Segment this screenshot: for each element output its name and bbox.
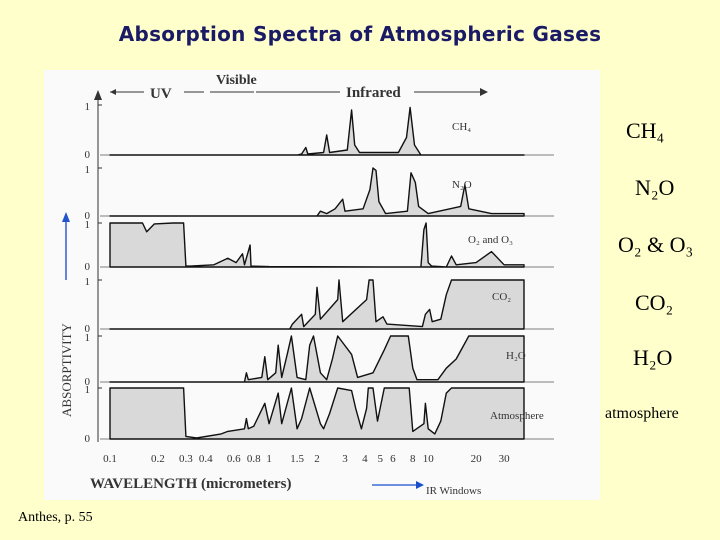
x-tick-label: 5 <box>378 453 384 465</box>
absorption-series-2 <box>109 222 525 268</box>
gas-legend-label: O₂ & O₃ <box>618 232 694 257</box>
y-tick-label: 0 <box>85 433 91 445</box>
absorption-series-0 <box>109 106 525 156</box>
gas-legend-label: CO₂ <box>635 290 674 315</box>
y-tick-label: 1 <box>85 332 91 344</box>
gas-legend-label: H₂O <box>633 345 673 370</box>
y-tick-label: 1 <box>85 219 91 231</box>
absorption-series-3 <box>109 279 525 330</box>
x-tick-label: 30 <box>499 453 511 465</box>
panel-label: H₂O <box>506 350 526 362</box>
y-tick-label: 1 <box>85 164 91 176</box>
y-tick-label: 1 <box>85 384 91 396</box>
absorption-series-5 <box>109 387 525 440</box>
x-tick-label: 3 <box>342 453 348 465</box>
blue-arrow-head <box>62 212 70 222</box>
x-tick-label: 0.1 <box>103 453 117 465</box>
y-tick-label: 0 <box>85 323 91 335</box>
x-axis-label: WAVELENGTH (micrometers) <box>90 476 292 492</box>
x-tick-label: 10 <box>423 453 435 465</box>
gas-legend-label: atmosphere <box>605 405 679 422</box>
x-tick-label: 0.2 <box>151 453 165 465</box>
page-title: Absorption Spectra of Atmospheric Gases <box>118 22 602 46</box>
x-tick-label: 0.3 <box>179 453 193 465</box>
absorption-series-4 <box>109 335 525 383</box>
ir-windows-annotation: IR Windows <box>426 485 481 497</box>
uv-arrow-head <box>110 89 116 95</box>
absorption-series-1 <box>109 167 525 217</box>
y-tick-label: 0 <box>85 261 91 273</box>
source-credit: Anthes, p. 55 <box>18 510 93 525</box>
y-tick-label: 0 <box>85 149 91 161</box>
y-tick-label: 1 <box>85 101 91 113</box>
panel-label: N₂O <box>452 179 472 191</box>
absorption-chart: ABSORPTIVITY 1 0 1 0 1 0 1 0 1 0 1 0 CH₄ N₂O O₂ and O₃ C… <box>44 70 600 500</box>
y-tick-label: 0 <box>85 210 91 222</box>
y-axis-arrow <box>94 90 102 100</box>
x-tick-label: 2 <box>314 453 320 465</box>
gas-legend-label: CH₄ <box>626 118 665 143</box>
x-tick-label: 1.5 <box>290 453 304 465</box>
ir-windows-arrow-head <box>416 481 424 489</box>
panel-label: O₂ and O₃ <box>468 234 513 246</box>
x-tick-label: 8 <box>410 453 416 465</box>
x-tick-label: 20 <box>471 453 483 465</box>
region-label-visible: Visible <box>216 73 257 88</box>
x-tick-label: 4 <box>362 453 368 465</box>
infrared-arrow-head <box>480 88 488 96</box>
x-tick-label: 1 <box>266 453 272 465</box>
x-tick-label: 0.4 <box>199 453 213 465</box>
region-label-infrared: Infrared <box>346 85 401 101</box>
panel-label: CH₄ <box>452 121 471 133</box>
panel-label: Atmosphere <box>490 410 544 422</box>
y-tick-label: 1 <box>85 276 91 288</box>
x-tick-label: 0.8 <box>247 453 261 465</box>
y-axis-label: ABSORPTIVITY <box>59 322 74 417</box>
x-tick-label: 0.6 <box>227 453 241 465</box>
y-tick-label: 0 <box>85 376 91 388</box>
gas-legend-label: N₂O <box>635 175 675 200</box>
region-label-uv: UV <box>150 86 172 102</box>
x-tick-label: 6 <box>390 453 396 465</box>
panel-label: CO₂ <box>492 291 511 303</box>
